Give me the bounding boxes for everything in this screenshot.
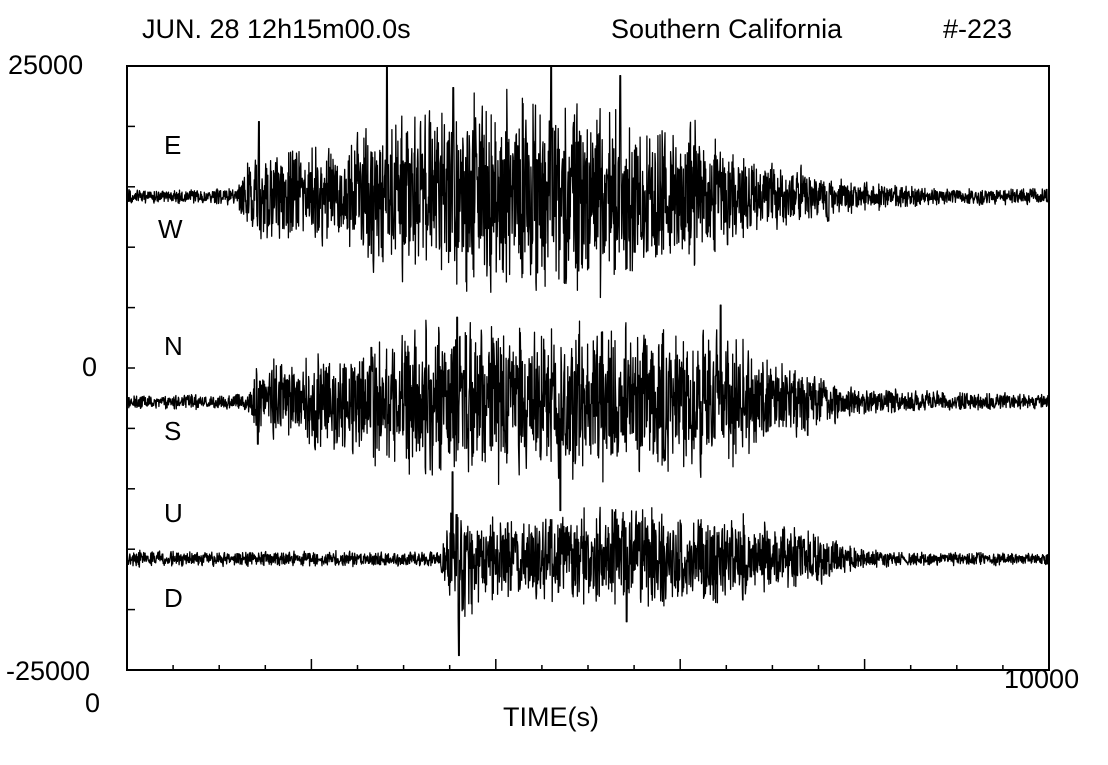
component-label-w: W [158, 214, 183, 244]
component-label-n: N [164, 331, 183, 361]
y-tick-label-top: 25000 [8, 50, 84, 80]
component-label-d: D [164, 583, 183, 613]
component-label-u: U [164, 498, 183, 528]
x-axis-label: TIME(s) [503, 702, 599, 732]
y-tick-label-bottom: -25000 [6, 656, 91, 686]
header-region: Southern California [611, 14, 843, 44]
header-event-id: #-223 [943, 14, 1013, 44]
trace-series-0 [126, 65, 1050, 299]
x-tick-label-start: 0 [85, 688, 101, 718]
trace-series-2 [126, 471, 1050, 657]
tick-marks [127, 125, 1004, 670]
header-date-time: JUN. 28 12h15m00.0s [142, 14, 411, 44]
component-label-e: E [164, 130, 182, 160]
x-tick-label-end: 10000 [1004, 664, 1080, 694]
component-label-s: S [164, 416, 182, 446]
trace-group [126, 65, 1050, 657]
trace-series-1 [126, 304, 1050, 512]
y-tick-label-zero: 0 [82, 352, 98, 382]
